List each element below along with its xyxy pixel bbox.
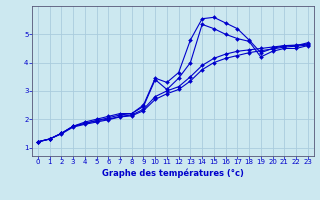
X-axis label: Graphe des températures (°c): Graphe des températures (°c) <box>102 168 244 178</box>
